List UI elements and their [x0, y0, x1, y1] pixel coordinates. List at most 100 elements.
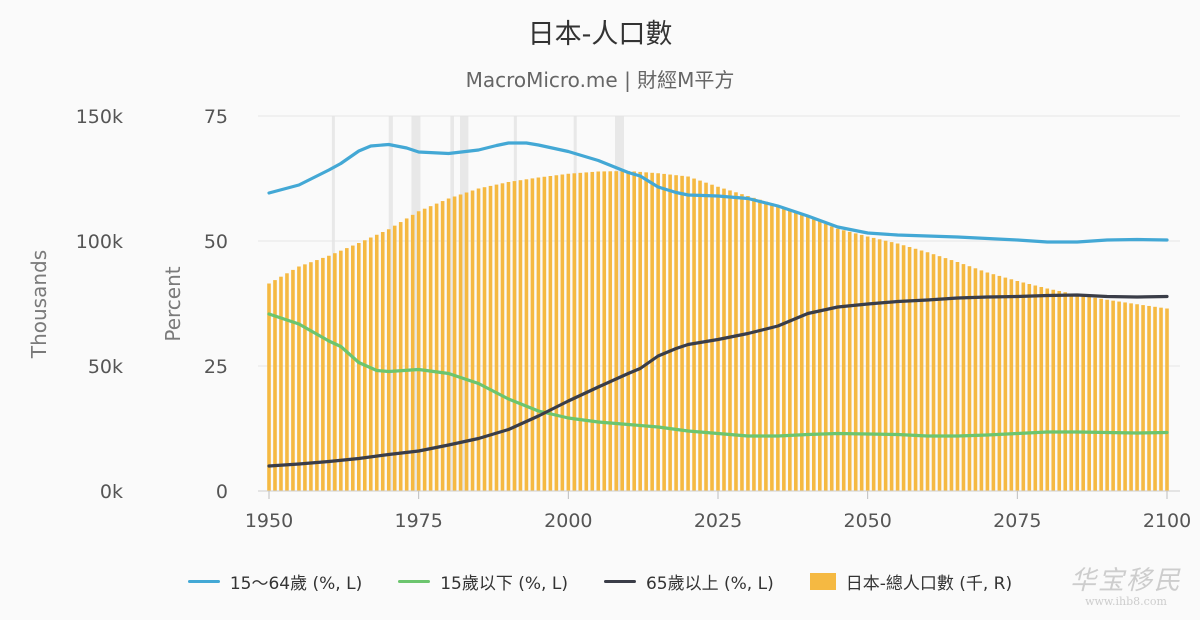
population-bar [817, 221, 822, 492]
population-bar [1039, 287, 1044, 491]
x-tick-label: 2000 [544, 510, 592, 532]
population-bar [1003, 277, 1008, 491]
population-bar [273, 280, 277, 491]
population-bar [488, 185, 493, 491]
population-bar [692, 178, 696, 492]
population-bar [800, 214, 804, 491]
population-bar [710, 184, 714, 491]
population-bar [554, 175, 559, 491]
y-axis-label-thousands: Thousands [27, 250, 51, 359]
population-bar [674, 175, 678, 491]
population-bar [512, 181, 517, 491]
x-tick-label: 2050 [843, 510, 891, 532]
x-tick-label: 1950 [245, 510, 293, 532]
population-bar [991, 274, 996, 491]
population-bar [728, 190, 732, 491]
population-bar [967, 266, 972, 491]
population-bar [811, 219, 816, 491]
population-bar [1129, 303, 1133, 491]
y-tick-label-percent: 25 [204, 356, 228, 378]
chart-subtitle: MacroMicro.me | 財經M平方 [465, 68, 735, 92]
population-bar [285, 273, 289, 491]
population-bar [961, 264, 966, 491]
population-bar [758, 199, 762, 491]
legend-swatch [398, 579, 431, 583]
population-bar [788, 209, 792, 491]
population-bar [668, 174, 672, 492]
population-bar [1153, 306, 1157, 491]
population-bar [1111, 300, 1115, 491]
population-bar [267, 283, 271, 491]
population-bar [536, 177, 541, 491]
population-bar [871, 237, 876, 491]
population-bar [782, 207, 786, 492]
population-bar [542, 176, 547, 491]
population-bar [1033, 285, 1038, 491]
population-bar [626, 171, 630, 491]
recession-band [388, 116, 393, 491]
watermark-logo: 华宝移民 www.ihb8.com [1070, 560, 1182, 608]
chart-title: 日本-人口數 [527, 19, 673, 50]
population-bar [1081, 295, 1085, 491]
population-bar [686, 176, 690, 491]
population-bar [823, 223, 828, 491]
population-bar [949, 260, 954, 491]
population-bar [979, 270, 984, 491]
population-bar [883, 240, 888, 491]
watermark-text: 华宝移民 [1069, 566, 1182, 596]
population-bar [895, 243, 900, 491]
y-tick-label-thousands: 50k [88, 356, 123, 378]
population-bar [943, 258, 948, 491]
population-bar [853, 233, 858, 491]
population-bar [841, 230, 846, 492]
legend-swatch [603, 579, 636, 583]
population-bar [321, 257, 325, 491]
population-bar [590, 171, 595, 491]
x-tick-label: 2025 [694, 510, 742, 532]
population-bar [746, 196, 750, 491]
legend-item-65-plus[interactable]: 65歲以上 (%, L) [603, 569, 774, 594]
population-bar [291, 269, 295, 491]
population-bar [572, 173, 577, 492]
population-bar [859, 234, 864, 491]
population-bar [1069, 293, 1074, 491]
population-bar [530, 178, 535, 491]
recession-band [411, 116, 421, 491]
population-bar [452, 196, 457, 491]
population-bar [794, 212, 798, 491]
legend-label: 15～64歲 (%, L) [229, 573, 363, 594]
population-bar [297, 266, 301, 491]
series-lines [267, 141, 1169, 468]
population-bar [632, 171, 636, 491]
x-tick-label: 2100 [1143, 510, 1191, 532]
y-tick-label-percent: 50 [204, 231, 228, 253]
population-bar [1063, 292, 1068, 491]
population-bar [1009, 279, 1014, 491]
population-bar [806, 216, 810, 491]
population-bar [865, 236, 870, 491]
population-bar [560, 174, 565, 491]
legend-item-15-64[interactable]: 15～64歲 (%, L) [187, 569, 363, 594]
population-bar [955, 262, 960, 491]
population-bar [985, 272, 990, 491]
x-tick-label: 2075 [993, 510, 1041, 532]
legend-item-under-15[interactable]: 15歲以下 (%, L) [398, 569, 568, 594]
population-bar [656, 173, 660, 491]
population-bar [566, 173, 571, 491]
population-bar [919, 250, 924, 491]
population-bar [578, 172, 583, 491]
population-bar [398, 222, 403, 492]
population-bar [620, 171, 625, 491]
population-bar [596, 171, 601, 491]
population-bar [1147, 305, 1151, 491]
population-bar [973, 268, 978, 491]
population-bar [410, 214, 415, 491]
axes: 0 25 50 75 0k 50k 100k 150k 1950 1975 2000 2025 2050… [76, 106, 1191, 532]
recession-band [459, 116, 469, 491]
y-tick-label-thousands: 150k [76, 106, 123, 128]
population-bar [997, 275, 1002, 491]
legend-item-total-population[interactable]: 日本-總人口數 (千, R) [809, 569, 1012, 594]
population-bar [428, 206, 433, 491]
population-bar [907, 247, 912, 491]
